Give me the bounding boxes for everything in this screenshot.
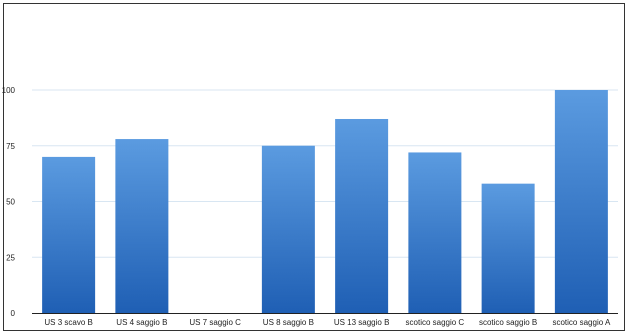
bar-6 (408, 152, 462, 313)
x-tick-label: scotico saggio A (552, 318, 610, 327)
y-tick-label: 100 (2, 86, 16, 95)
x-tick-labels: US 3 scavo B US 4 saggio B US 7 saggio C US… (44, 318, 611, 327)
x-tick-label: scotico saggio C (406, 318, 465, 327)
y-tick-label: 25 (6, 253, 15, 262)
bar-2 (115, 139, 169, 313)
y-tick-label: 50 (6, 198, 15, 207)
x-tick-label: US 7 saggio C (189, 318, 241, 327)
bar-4 (261, 145, 315, 313)
x-tick-label: US 13 saggio B (334, 318, 390, 327)
x-tick-label: scotico saggio B (479, 318, 537, 327)
x-tick-label: US 8 saggio B (263, 318, 314, 327)
bar-8 (554, 90, 608, 313)
y-tick-labels: 0 25 50 75 100 (2, 86, 16, 318)
bar-7 (481, 183, 535, 313)
x-tick-label: US 4 saggio B (116, 318, 167, 327)
bar-5 (335, 118, 389, 314)
x-tick-label: US 3 scavo B (44, 318, 92, 327)
bar-1 (42, 156, 96, 313)
y-tick-label: 0 (11, 309, 16, 318)
bars (42, 90, 608, 314)
y-tick-label: 75 (6, 142, 15, 151)
